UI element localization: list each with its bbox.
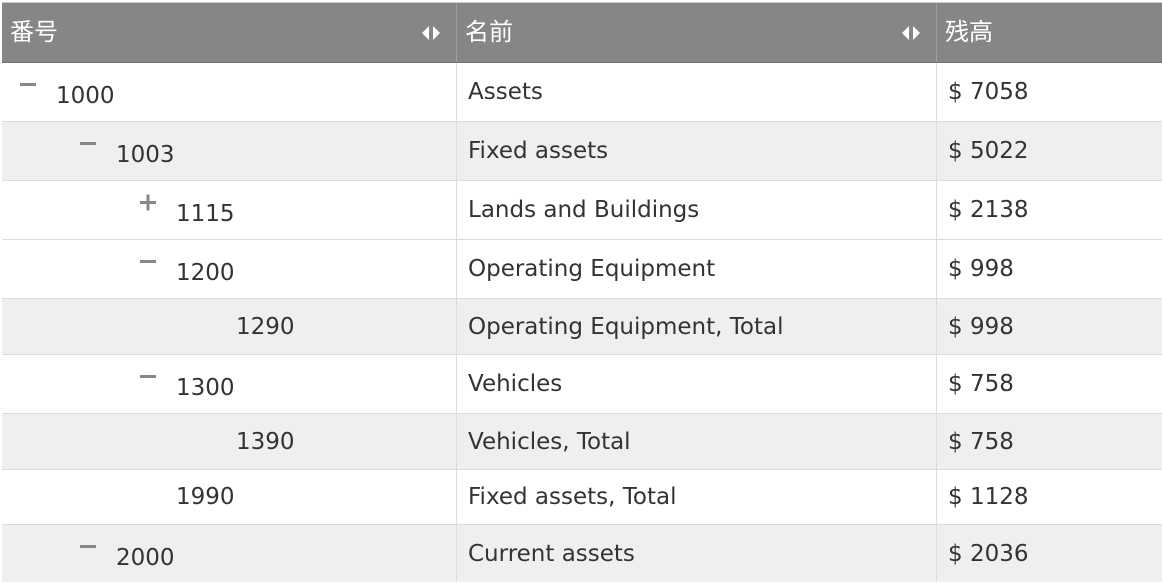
column-header-balance[interactable]: 残高: [937, 3, 1162, 62]
balance-cell: $ 2036: [948, 541, 1029, 567]
balance-cell: $ 7058: [948, 79, 1029, 105]
column-header-name[interactable]: 名前: [457, 3, 937, 62]
sort-arrows-icon[interactable]: [420, 25, 442, 41]
number-cell: 1000: [2, 63, 457, 121]
minus-icon[interactable]: [138, 251, 158, 271]
minus-icon[interactable]: [18, 74, 38, 94]
grid-header: 番号 名前 残高: [2, 3, 1162, 63]
minus-icon[interactable]: [138, 366, 158, 386]
number-cell: 1115: [2, 181, 457, 239]
column-header-balance-label: 残高: [945, 18, 993, 46]
grid-body: 1000 Assets $ 7058 1003 Fixed assets $ 5…: [2, 63, 1162, 582]
balance-cell: $ 998: [948, 256, 1014, 282]
table-row[interactable]: 2000 Current assets $ 2036: [2, 525, 1162, 582]
name-cell: Vehicles, Total: [457, 414, 937, 469]
plus-icon[interactable]: [138, 192, 158, 212]
name-cell: Vehicles: [457, 355, 937, 413]
number-cell: 1290: [2, 299, 457, 354]
balance-cell: $ 1128: [948, 484, 1029, 510]
number-text: 1115: [176, 200, 235, 227]
number-cell: 1990: [2, 470, 457, 524]
column-header-number[interactable]: 番号: [2, 3, 457, 62]
table-row[interactable]: 1000 Assets $ 7058: [2, 63, 1162, 122]
number-text: 1000: [56, 82, 115, 109]
table-row[interactable]: 1115 Lands and Buildings $ 2138: [2, 181, 1162, 240]
balance-cell: $ 758: [948, 428, 1014, 455]
name-cell: Lands and Buildings: [457, 181, 937, 239]
name-cell: Fixed assets, Total: [457, 470, 937, 524]
table-row[interactable]: 1990 Fixed assets, Total $ 1128: [2, 470, 1162, 525]
balance-cell: $ 5022: [948, 138, 1029, 164]
number-text: 1390: [236, 428, 295, 455]
minus-icon[interactable]: [78, 133, 98, 153]
minus-icon[interactable]: [78, 536, 98, 556]
column-header-number-label: 番号: [10, 18, 58, 46]
number-cell: 1200: [2, 240, 457, 298]
sort-arrows-icon[interactable]: [900, 25, 922, 41]
number-text: 1990: [176, 484, 235, 510]
name-cell: Assets: [457, 63, 937, 121]
column-header-name-label: 名前: [465, 18, 513, 46]
number-text: 1003: [116, 141, 175, 168]
number-text: 2000: [116, 544, 175, 571]
name-cell: Operating Equipment, Total: [457, 299, 937, 354]
name-cell: Fixed assets: [457, 122, 937, 180]
table-row[interactable]: 1390 Vehicles, Total $ 758: [2, 414, 1162, 470]
number-cell: 2000: [2, 525, 457, 582]
number-cell: 1300: [2, 355, 457, 413]
name-cell: Operating Equipment: [457, 240, 937, 298]
name-cell: Current assets: [457, 525, 937, 582]
table-row[interactable]: 1300 Vehicles $ 758: [2, 355, 1162, 414]
number-cell: 1003: [2, 122, 457, 180]
balance-cell: $ 758: [948, 371, 1014, 397]
table-row[interactable]: 1200 Operating Equipment $ 998: [2, 240, 1162, 299]
balance-cell: $ 2138: [948, 197, 1029, 223]
table-row[interactable]: 1003 Fixed assets $ 5022: [2, 122, 1162, 181]
number-text: 1290: [236, 313, 295, 340]
number-text: 1300: [176, 374, 235, 401]
balance-cell: $ 998: [948, 313, 1014, 340]
number-cell: 1390: [2, 414, 457, 469]
number-text: 1200: [176, 259, 235, 286]
table-row[interactable]: 1290 Operating Equipment, Total $ 998: [2, 299, 1162, 355]
